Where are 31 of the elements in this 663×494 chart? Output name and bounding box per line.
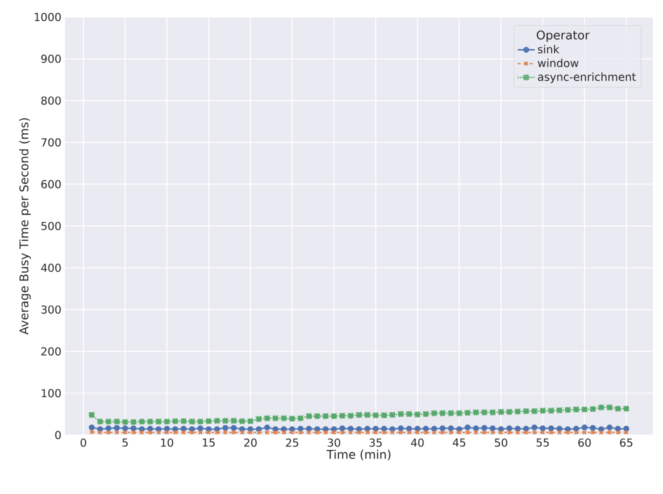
x-tick-label: 30 [328, 438, 340, 447]
legend-label: async-enrichment [538, 72, 636, 84]
x-tick-label: 25 [286, 438, 298, 447]
legend-label: sink [538, 44, 560, 54]
legend-label: window [538, 58, 578, 68]
y-tick-label: 500 [41, 222, 61, 230]
x-tick-label: 45 [452, 438, 466, 447]
y-tick-label: 300 [41, 305, 61, 314]
x-tick-label: 0 [80, 438, 86, 447]
y-tick-label: 900 [41, 54, 61, 63]
x-tick-label: 40 [411, 438, 424, 447]
y-tick-label: 400 [41, 264, 61, 272]
y-axis-title: Average Busy Time per Second (ms) [19, 118, 31, 335]
x-tick-label: 65 [620, 438, 632, 447]
x-tick-label: 10 [161, 438, 174, 447]
legend-title: Operator [536, 30, 590, 42]
x-tick-label: 20 [244, 438, 257, 447]
x-tick-label: 5 [122, 438, 128, 447]
x-tick-label: 50 [494, 438, 508, 447]
y-tick-label: 1000 [34, 12, 61, 22]
x-tick-label: 15 [202, 438, 215, 447]
y-tick-label: 0 [55, 430, 61, 440]
x-axis-title: Time (min) [326, 450, 390, 460]
x-tick-label: 55 [536, 438, 549, 447]
y-tick-label: 600 [41, 180, 61, 188]
y-tick-label: 800 [41, 96, 61, 105]
y-tick-label: 100 [42, 389, 61, 398]
x-tick-label: 35 [370, 438, 382, 447]
x-tick-label: 60 [578, 438, 591, 447]
y-tick-label: 200 [41, 347, 61, 356]
y-tick-label: 700 [41, 138, 61, 147]
